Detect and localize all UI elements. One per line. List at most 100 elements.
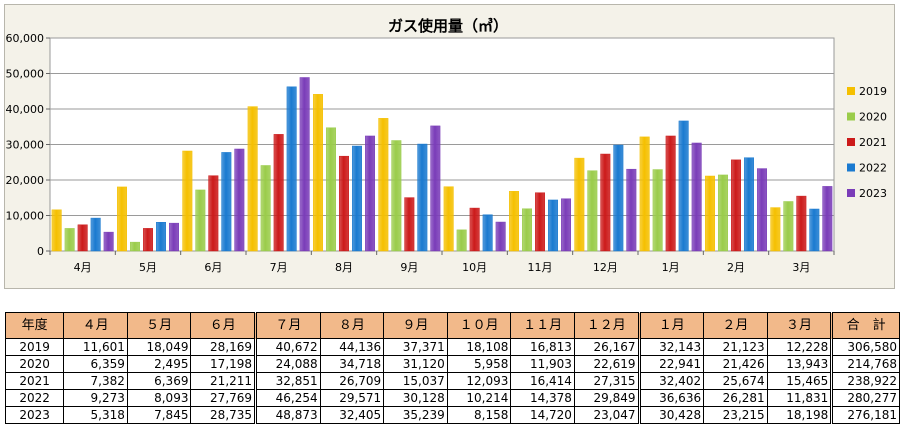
bar-2022: [90, 217, 101, 252]
legend-label: 2019: [859, 85, 887, 98]
bar-2019: [574, 157, 585, 252]
value-cell: 26,281: [703, 389, 768, 407]
bar-2021: [665, 135, 676, 252]
value-cell: 5,958: [446, 355, 512, 373]
table-header-cell: 合 計: [830, 312, 900, 339]
usage-table: 年度 ４月 ５月 ６月 ７月 ８月 ９月 １０月 １１月 １２月 １月 ２月 ３月合 計 2019 11,…: [4, 312, 900, 424]
bar-2020: [718, 174, 728, 252]
table-header-cell: ６月: [190, 312, 257, 339]
bar-2019: [509, 191, 519, 252]
value-cell: 15,465: [766, 372, 833, 390]
bar-2022: [809, 208, 820, 252]
x-tick-label: 8月: [335, 261, 353, 274]
value-cell: 9,273: [63, 389, 128, 407]
bar-2019: [705, 175, 715, 252]
table-header-cell: ８月: [319, 312, 385, 339]
value-cell: 12,228: [766, 338, 833, 356]
value-cell: 17,198: [190, 355, 257, 373]
year-cell: 2022: [4, 389, 65, 407]
table-header-cell: ７月: [254, 312, 321, 339]
value-cell: 15,037: [383, 372, 448, 390]
bar-2022: [678, 120, 689, 252]
bar-2020: [64, 228, 75, 252]
value-cell: 280,277: [830, 389, 900, 407]
table-header-row: 年度 ４月 ５月 ６月 ７月 ８月 ９月 １０月 １１月 １２月 １月 ２月 ３月合 計: [4, 312, 900, 339]
bar-2019: [443, 186, 454, 252]
bar-2020: [652, 169, 663, 252]
value-cell: 32,851: [254, 372, 321, 390]
bar-2021: [208, 175, 219, 252]
bar-2023: [234, 148, 245, 252]
value-cell: 25,674: [703, 372, 768, 390]
value-cell: 10,214: [446, 389, 512, 407]
value-cell: 28,735: [190, 406, 257, 424]
value-cell: 32,402: [637, 372, 705, 390]
legend-swatch: [847, 189, 855, 197]
bar-2020: [391, 140, 402, 252]
bar-2021: [339, 155, 349, 252]
table-row: 2021 7,382 6,369 21,211 32,851 26,709 15,037 12…: [4, 372, 900, 390]
value-cell: 27,315: [573, 372, 640, 390]
x-tick-label: 4月: [74, 261, 92, 274]
value-cell: 29,571: [319, 389, 385, 407]
x-tick-label: 3月: [792, 261, 810, 274]
value-cell: 32,143: [637, 338, 705, 356]
year-cell: 2020: [4, 355, 65, 373]
value-cell: 46,254: [254, 389, 321, 407]
bar-2023: [299, 77, 310, 252]
y-tick-label: 10,000: [6, 210, 45, 223]
table-header-cell: １月: [637, 312, 705, 339]
bar-2020: [587, 170, 598, 252]
y-tick-label: 40,000: [6, 103, 45, 116]
table-header-cell: ３月: [766, 312, 833, 339]
value-cell: 26,709: [319, 372, 385, 390]
bar-2022: [744, 157, 754, 252]
value-cell: 26,167: [573, 338, 640, 356]
value-cell: 8,158: [446, 406, 512, 424]
bar-2019: [770, 207, 781, 252]
bar-2023: [169, 222, 179, 252]
value-cell: 8,093: [126, 389, 192, 407]
legend-swatch: [847, 112, 855, 121]
value-cell: 22,941: [637, 355, 705, 373]
y-tick-label: 50,000: [6, 68, 45, 81]
bar-2020: [783, 201, 794, 252]
value-cell: 14,378: [510, 389, 575, 407]
bar-2019: [247, 106, 258, 252]
value-cell: 23,215: [703, 406, 768, 424]
value-cell: 22,619: [573, 355, 640, 373]
bar-2019: [639, 136, 650, 252]
table-header-cell: １２月: [573, 312, 640, 339]
bar-2022: [221, 152, 232, 252]
legend-swatch: [847, 163, 855, 172]
value-cell: 276,181: [830, 406, 900, 424]
bar-2023: [365, 135, 375, 252]
value-cell: 35,239: [383, 406, 448, 424]
legend-label: 2021: [859, 136, 887, 149]
value-cell: 6,359: [63, 355, 128, 373]
value-cell: 44,136: [319, 338, 385, 356]
bar-2023: [430, 125, 441, 252]
bar-2022: [482, 214, 493, 252]
value-cell: 18,108: [446, 338, 512, 356]
bar-2019: [51, 209, 62, 252]
value-cell: 214,768: [830, 355, 900, 373]
legend-label: 2023: [859, 187, 887, 200]
x-tick-label: 9月: [400, 261, 418, 274]
bar-2019: [182, 150, 193, 252]
chart-title: ガス使用量（㎥）: [388, 17, 508, 35]
value-cell: 40,672: [254, 338, 321, 356]
bar-2021: [600, 153, 611, 252]
x-tick-label: 6月: [204, 261, 222, 274]
value-cell: 28,169: [190, 338, 257, 356]
value-cell: 21,211: [190, 372, 257, 390]
value-cell: 18,049: [126, 338, 192, 356]
year-cell: 2023: [4, 406, 65, 424]
y-tick-label: 60,000: [6, 32, 45, 45]
table-header-cell: １１月: [510, 312, 575, 339]
x-tick-label: 5月: [139, 261, 157, 274]
legend-label: 2020: [859, 111, 887, 124]
value-cell: 306,580: [830, 338, 900, 356]
value-cell: 13,943: [766, 355, 833, 373]
bar-2019: [378, 118, 389, 252]
